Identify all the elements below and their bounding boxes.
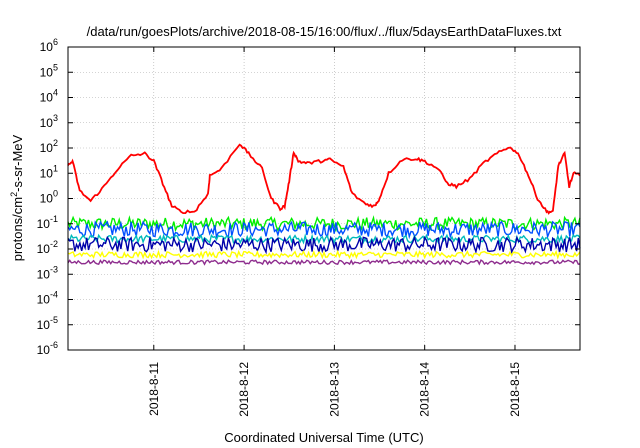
y-tick-label: 102: [40, 138, 58, 155]
y-tick-label: 10-6: [37, 340, 58, 357]
y-tick-label: 10-3: [37, 264, 58, 281]
series-line: [67, 249, 581, 260]
chart-title: /data/run/goesPlots/archive/2018-08-15/1…: [87, 24, 562, 39]
y-tick-exp: 2: [53, 138, 58, 148]
y-tick-exp: 4: [53, 88, 58, 98]
x-tick-label: 2018-8-15: [508, 362, 522, 417]
series-line: [67, 259, 581, 266]
y-tick-base: 10: [40, 141, 54, 155]
y-tick-label: 100: [40, 189, 58, 206]
x-tick-label: 2018-8-13: [327, 362, 341, 417]
y-tick-label: 10-2: [37, 239, 58, 256]
y-axis-label-prefix: protons/cm: [10, 197, 25, 261]
y-tick-exp: 1: [53, 163, 58, 173]
series-lines: [67, 143, 581, 266]
y-tick-exp: 3: [53, 113, 58, 123]
y-tick-label: 106: [40, 37, 58, 54]
y-axis-label: protons/cm2-s-sr-MeV: [9, 134, 25, 261]
y-axis-label-sup: 2: [9, 192, 19, 197]
y-tick-base: 10: [40, 91, 54, 105]
series-line: [67, 235, 581, 255]
y-tick-exp: -2: [50, 239, 58, 249]
y-tick-label: 101: [40, 163, 58, 180]
y-tick-label: 10-4: [37, 290, 58, 307]
y-tick-base: 10: [37, 318, 51, 332]
x-axis-ticks: 2018-8-11 2018-8-12 2018-8-13 2018-8-14 2018…: [147, 47, 522, 417]
y-tick-base: 10: [40, 116, 54, 130]
y-axis-ticks: 10-610-510-410-310-210-11001011021031041…: [37, 37, 580, 357]
x-axis-label: Coordinated Universal Time (UTC): [224, 430, 423, 445]
y-tick-base: 10: [40, 166, 54, 180]
y-tick-base: 10: [40, 40, 54, 54]
y-tick-base: 10: [40, 65, 54, 79]
y-tick-base: 10: [37, 267, 51, 281]
y-tick-label: 103: [40, 113, 58, 130]
y-tick-exp: -5: [50, 315, 58, 325]
y-tick-label: 10-5: [37, 315, 58, 332]
series-line: [67, 233, 581, 245]
y-tick-label: 104: [40, 88, 58, 105]
y-tick-base: 10: [40, 192, 54, 206]
series-line: [67, 215, 581, 233]
y-tick-exp: -1: [50, 214, 58, 224]
series-line: [67, 220, 581, 240]
y-tick-exp: 0: [53, 189, 58, 199]
y-tick-exp: 6: [53, 37, 58, 47]
x-tick-label: 2018-8-12: [237, 362, 251, 417]
y-axis-label-suffix: -s-sr-MeV: [10, 134, 25, 191]
series-line: [67, 143, 581, 215]
y-tick-label: 10-1: [37, 214, 58, 231]
y-tick-exp: 5: [53, 62, 58, 72]
x-tick-label: 2018-8-14: [418, 362, 432, 417]
y-tick-base: 10: [37, 343, 51, 357]
y-tick-exp: -6: [50, 340, 58, 350]
y-tick-label: 105: [40, 62, 58, 79]
y-tick-base: 10: [37, 242, 51, 256]
grid-lines: [68, 47, 580, 350]
y-tick-exp: -3: [50, 264, 58, 274]
x-tick-label: 2018-8-11: [147, 362, 161, 416]
y-tick-exp: -4: [50, 290, 58, 300]
y-tick-base: 10: [37, 293, 51, 307]
y-tick-base: 10: [37, 217, 51, 231]
